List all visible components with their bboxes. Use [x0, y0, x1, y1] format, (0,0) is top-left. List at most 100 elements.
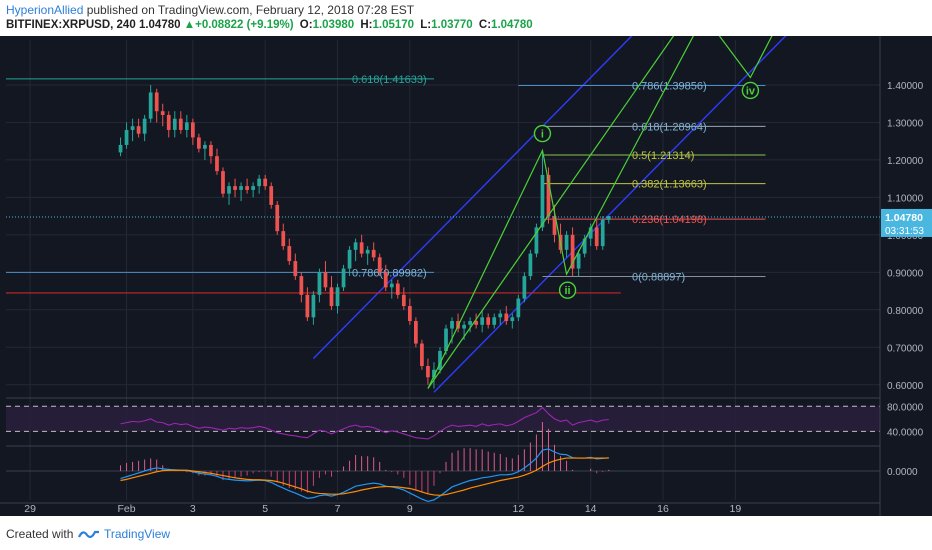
low-label: L:: [420, 19, 432, 31]
price-tick-label: 1.40000: [887, 81, 924, 92]
candle-body: [275, 204, 280, 232]
candle-body: [383, 272, 388, 288]
close-label: C:: [478, 19, 492, 31]
time-tick-label: 14: [585, 503, 597, 515]
time-tick-label: 29: [24, 503, 36, 515]
candle-body: [209, 144, 213, 157]
macd-tick-label: 0.0000: [887, 467, 918, 478]
candle-body: [311, 294, 316, 318]
wave-path: [427, 36, 695, 389]
high-label: H:: [360, 19, 373, 31]
candle-body: [570, 234, 575, 269]
candle-body: [486, 317, 491, 325]
candle-body: [347, 249, 352, 269]
candle-body: [148, 92, 153, 119]
candle-body: [257, 178, 262, 187]
candle-body: [233, 186, 237, 190]
candle-body: [594, 227, 599, 247]
last-price: 1.04780: [138, 19, 181, 31]
candle-body: [197, 137, 201, 149]
wave-iv-path: [718, 36, 773, 79]
candle-body: [450, 321, 454, 329]
candle-body: [432, 369, 436, 378]
trend-channel[interactable]: [312, 36, 795, 393]
candle-body: [269, 186, 274, 205]
candle-body: [293, 261, 298, 277]
candle-body: [462, 324, 466, 329]
candle-body: [184, 122, 189, 130]
candle-body: [203, 144, 207, 149]
candle-body: [552, 216, 557, 235]
candle-body: [546, 174, 551, 217]
candle-body: [124, 129, 129, 145]
candle-body: [582, 238, 587, 254]
candle-body: [371, 249, 376, 258]
symbol-line: BITFINEX:XRPUSD, 240 1.04780 ▲+0.08822 (…: [6, 19, 533, 31]
time-tick-label: 19: [729, 503, 741, 515]
candle-body: [154, 92, 159, 112]
candle-body: [118, 144, 123, 153]
candle-body: [468, 321, 472, 325]
candle-body: [414, 321, 418, 344]
candle-body: [377, 257, 382, 273]
created-with-text: Created with: [6, 527, 74, 541]
channel-lower-line: [433, 36, 787, 393]
time-tick-label: 9: [407, 503, 413, 515]
candle-body: [606, 216, 611, 220]
candle-body: [588, 227, 593, 239]
price-tick-label: 0.80000: [887, 306, 924, 317]
low-value: 1.03770: [431, 19, 473, 31]
candle-body: [215, 156, 219, 172]
candle-body: [317, 272, 322, 295]
time-tick-label: 3: [190, 503, 196, 515]
candle-body: [305, 294, 310, 318]
wave-guide-line: [427, 36, 675, 389]
time-tick-label: 12: [513, 503, 525, 515]
high-value: 1.05170: [372, 19, 415, 31]
price-axis-panel: [880, 36, 932, 516]
candle-body: [492, 317, 497, 325]
candle-body: [444, 328, 448, 352]
chart-canvas[interactable]: 0.618(1.41633) 0.786(1.39856) 0.618(1.2896…: [0, 36, 932, 516]
open-label: O:: [299, 19, 313, 31]
candle-body: [510, 317, 515, 322]
tradingview-brand[interactable]: TradingView: [104, 527, 171, 541]
candle-body: [522, 276, 527, 299]
author-link[interactable]: HyperionAllied: [6, 3, 84, 17]
candle-body: [426, 366, 430, 378]
countdown-label: 03:31:53: [885, 226, 924, 237]
publish-line: HyperionAllied published on TradingView.…: [6, 3, 414, 17]
candle-body: [474, 321, 479, 325]
price-tick-label: 0.70000: [887, 343, 924, 354]
wave-label-circle: [558, 281, 577, 299]
channel-upper-line: [312, 36, 633, 360]
time-tick-label: Feb: [118, 503, 136, 515]
candle-body: [359, 242, 364, 254]
footer: Created with TradingView: [0, 516, 932, 550]
candle-body: [190, 122, 195, 138]
candle-body: [365, 249, 370, 254]
candle-body: [528, 253, 533, 277]
candle-body: [329, 287, 334, 307]
macd-panel: [6, 421, 880, 503]
chart-header: HyperionAllied published on TradingView.…: [0, 0, 932, 36]
candle-body: [130, 126, 135, 130]
candle-body: [221, 171, 225, 194]
price-tick-label: 1.20000: [887, 156, 924, 167]
candle-body: [600, 219, 605, 247]
candle-body: [516, 298, 521, 318]
candle-body: [239, 186, 243, 190]
price-tick-label: 1.30000: [887, 118, 924, 129]
time-tick-label: 16: [657, 503, 669, 515]
rsi-line: [120, 406, 609, 440]
candle-body: [227, 186, 231, 194]
current-price-label: 1.04780: [885, 212, 923, 224]
candle-body: [251, 186, 255, 190]
macd-line: [120, 448, 609, 503]
rsi-tick-label: 40.0000: [887, 427, 924, 438]
rsi-band: [6, 406, 880, 432]
fib-label: 0.786(0.89982): [352, 267, 427, 279]
price-change: +0.08822 (+9.19%): [195, 19, 294, 31]
time-tick-label: 7: [335, 503, 341, 515]
